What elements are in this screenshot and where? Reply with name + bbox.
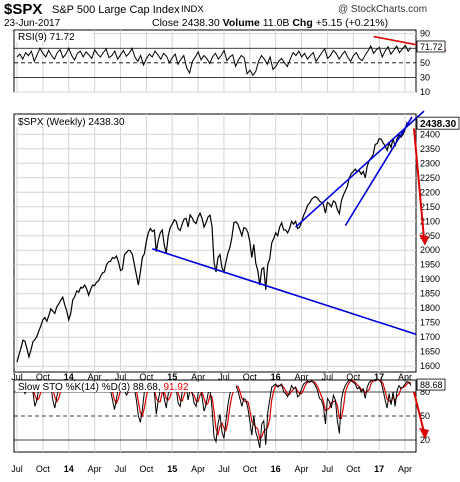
- price-x-tick-label: 17: [374, 372, 384, 382]
- price-x-tick-label: 16: [271, 372, 281, 382]
- price-last-value-tag: [416, 116, 460, 130]
- price-x-tick-label: 14: [64, 372, 74, 382]
- price-y-tick-label: 1700: [420, 332, 440, 342]
- close-label: Close: [152, 17, 179, 29]
- stochastic-d-value: 91.92: [163, 382, 188, 393]
- rsi-y-tick-label: 10: [420, 87, 430, 97]
- price-x-tick-label: Oct: [36, 372, 51, 382]
- chg-label: Chg: [292, 17, 313, 29]
- rsi-last-value-tag: [416, 40, 446, 53]
- price-x-tick-label: Jul: [11, 372, 23, 382]
- price-down-arrow-head: [419, 234, 429, 246]
- price-x-tick-label: Oct: [243, 372, 258, 382]
- price-y-tick-label: 2000: [420, 245, 440, 255]
- stochastic-label-bg: [16, 381, 236, 392]
- chg-value: +5.15 (+0.21%): [315, 17, 389, 29]
- stochastic-x-tick-label: 16: [271, 464, 281, 474]
- stochastic-last-value-tag: [416, 378, 446, 391]
- wedge-upper-trendline: [295, 110, 425, 228]
- index-name: S&P 500 Large Cap Index: [52, 4, 180, 16]
- price-x-tick-label: Jul: [115, 372, 127, 382]
- stochastic-x-tick-label: Oct: [243, 464, 258, 474]
- stochastic-label-main: Slow STO %K(14) %D(3) 88.68,: [18, 382, 163, 393]
- stochastic-x-tick-label: Oct: [139, 464, 154, 474]
- rsi-label: RSI(9) 71.72: [18, 32, 75, 43]
- rsi-y-tick-label: 90: [420, 29, 430, 39]
- watermark: @ StockCharts.com: [338, 4, 428, 15]
- stochastic-x-tick-label: Jul: [11, 464, 23, 474]
- price-x-tick-label: Oct: [346, 372, 361, 382]
- rsi-y-tick-label: 50: [420, 58, 430, 68]
- stochastic-x-tick-label: Oct: [346, 464, 361, 474]
- rsi-line: [16, 44, 412, 77]
- price-y-tick-label: 1900: [420, 274, 440, 284]
- stochastic-x-tick-label: Apr: [398, 464, 412, 474]
- quote-date: 23-Jun-2017: [4, 18, 61, 29]
- price-last-value: 2438.30: [420, 119, 457, 130]
- stochastic-y-tick-label: 20: [420, 435, 430, 445]
- stochastic-y-tick-label: 50: [420, 411, 430, 421]
- price-y-tick-label: 2350: [420, 144, 440, 154]
- volume-value: 11.0B: [262, 17, 290, 29]
- symbol: $SPX: [4, 1, 43, 18]
- rsi-label-bg: [16, 31, 92, 42]
- stochastic-down-arrow-head: [419, 428, 429, 439]
- price-down-arrow-shaft: [413, 128, 425, 239]
- price-y-tick-label: 1750: [420, 318, 440, 328]
- price-y-tick-label: 2200: [420, 187, 440, 197]
- price-y-tick-label: 1800: [420, 303, 440, 313]
- stochastic-last-value: 88.68: [420, 380, 443, 390]
- rsi-overbought-fill: [379, 47, 383, 49]
- stochastic-x-tick-label: Apr: [295, 464, 309, 474]
- price-y-tick-label: 2400: [420, 129, 440, 139]
- rsi-last-value: 71.72: [420, 42, 443, 52]
- stochastic-y-tick-label: 80: [420, 387, 430, 397]
- stochastic-x-tick-label: 15: [167, 464, 177, 474]
- price-line: [16, 121, 412, 363]
- stochastic-x-tick-label: 17: [374, 464, 384, 474]
- price-y-tick-label: 2050: [420, 231, 440, 241]
- price-x-tick-label: Apr: [191, 372, 205, 382]
- stochastic-x-tick-label: Jul: [115, 464, 127, 474]
- price-x-tick-label: Oct: [139, 372, 154, 382]
- rsi-y-tick-label: 30: [420, 72, 430, 82]
- price-y-tick-label: 2150: [420, 202, 440, 212]
- price-y-tick-label: 1950: [420, 260, 440, 270]
- price-title-bg: [16, 116, 144, 127]
- volume-label: Volume: [222, 17, 260, 29]
- stochastic-x-tick-label: Oct: [36, 464, 51, 474]
- price-x-tick-label: Jul: [322, 372, 334, 382]
- price-x-tick-label: Apr: [295, 372, 309, 382]
- price-panel-frame: [13, 113, 417, 373]
- stochastic-x-tick-label: Apr: [191, 464, 205, 474]
- stochastic-x-tick-label: Jul: [322, 464, 334, 474]
- price-x-tick-label: 15: [167, 372, 177, 382]
- close-value: 2438.30: [181, 17, 220, 29]
- price-x-tick-label: Apr: [88, 372, 102, 382]
- wedge-lower-trendline: [344, 116, 413, 227]
- price-y-tick-label: 1850: [420, 289, 440, 299]
- price-y-tick-label: 2250: [420, 173, 440, 183]
- lower-support-trendline: [152, 248, 417, 336]
- price-y-tick-label: 2100: [420, 216, 440, 226]
- stochastic-x-tick-label: 14: [64, 464, 74, 474]
- price-panel-title: $SPX (Weekly) 2438.30: [18, 117, 125, 128]
- stochastic-down-arrow-shaft: [413, 391, 425, 433]
- exchange: INDX: [181, 4, 204, 15]
- stochastic-x-tick-label: Jul: [218, 464, 230, 474]
- price-x-tick-label: Jul: [218, 372, 230, 382]
- price-x-tick-label: Apr: [398, 372, 412, 382]
- price-y-tick-label: 1600: [420, 361, 440, 371]
- stochastic-x-tick-label: Apr: [88, 464, 102, 474]
- price-y-tick-label: 1650: [420, 347, 440, 357]
- stochastic-label: Slow STO %K(14) %D(3) 88.68, 91.92: [18, 382, 189, 393]
- quote-line: Close 2438.30 Volume 11.0B Chg +5.15 (+0…: [152, 17, 388, 29]
- price-y-tick-label: 2300: [420, 158, 440, 168]
